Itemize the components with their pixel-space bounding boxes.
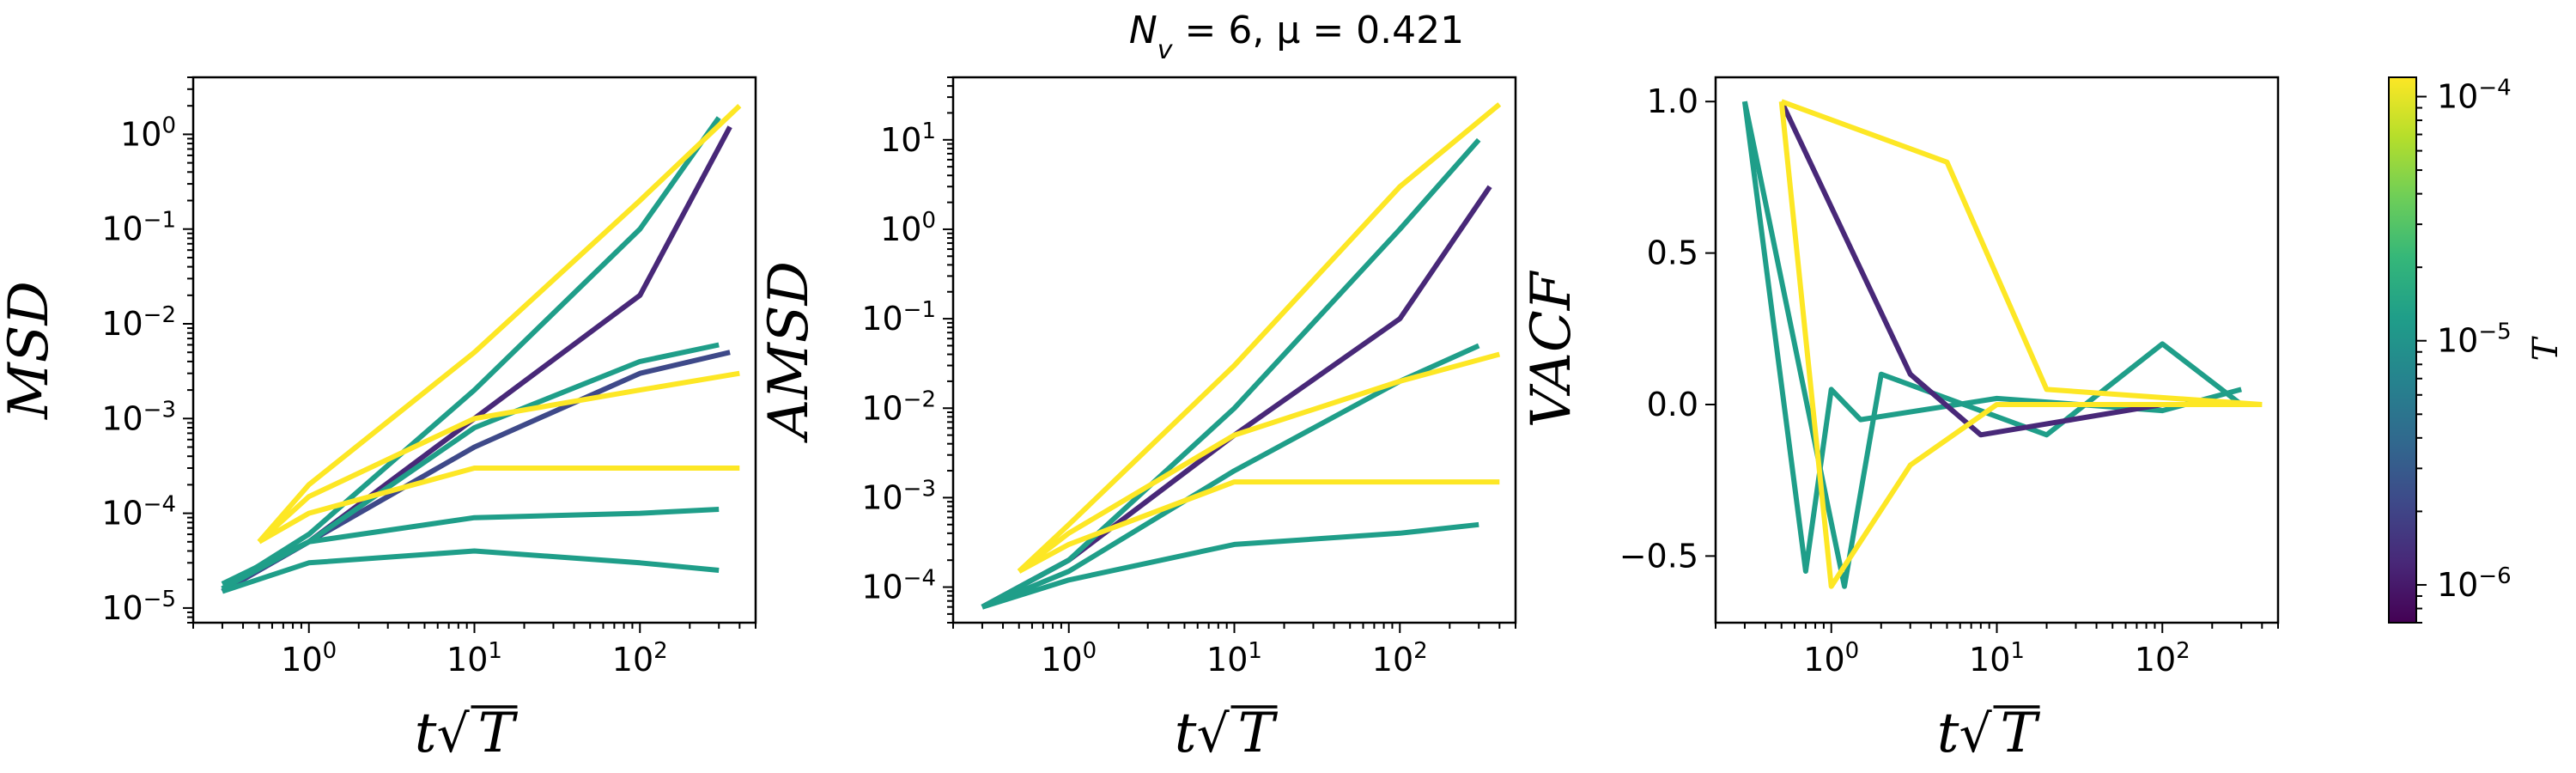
msd-y-tick-label-5: 100 (120, 113, 176, 153)
msd-series-6 (258, 466, 740, 545)
vacf-panel: 100 101 102 1.0 0.5 0.0 −0.5 VACF t √ T (1520, 76, 2280, 765)
vacf-series-group (1741, 99, 2263, 589)
amsd-y-axis-label: AMSD (757, 261, 821, 443)
amsd-y-tick-label-1: 10−3 (861, 476, 936, 516)
amsd-x-tick-label-2: 102 (1372, 638, 1428, 679)
amsd-series-2 (981, 343, 1480, 610)
msd-x-tick-label-2: 102 (612, 638, 668, 679)
svg-text:√: √ (437, 704, 471, 764)
msd-series-4 (221, 342, 720, 592)
svg-text:√: √ (1197, 704, 1230, 764)
amsd-y-tick-label-4: 100 (880, 208, 936, 248)
msd-series-8 (257, 104, 742, 544)
msd-y-axis-label: MSD (0, 281, 61, 420)
vacf-series-2 (1778, 100, 2253, 438)
msd-panel: 100 101 102 10−5 10−4 10−3 10−2 10−1 100 MSD t √ T (0, 76, 757, 765)
amsd-y-tick-label-0: 10−4 (861, 566, 936, 606)
vacf-y-tick-label-1: 0.5 (1647, 234, 1698, 272)
msd-series-2 (221, 548, 720, 594)
colorbar-tick-label-0: 10−4 (2437, 76, 2512, 116)
colorbar-tick-label-2: 10−6 (2437, 563, 2512, 604)
figure-title: Nv = 6, μ = 0.421 (1129, 9, 1464, 65)
amsd-y-tick-label-2: 10−2 (861, 386, 936, 427)
svg-text:T: T (1238, 702, 1279, 765)
amsd-x-tick-label-1: 101 (1206, 638, 1262, 679)
amsd-x-axis-label: t √ T (1175, 702, 1279, 765)
svg-text:t: t (1175, 702, 1197, 765)
amsd-y-tick-label-5: 101 (880, 119, 936, 159)
colorbar-tick-label-1: 10−5 (2437, 320, 2512, 360)
msd-x-axis-label: t √ T (415, 702, 519, 765)
vacf-x-tick-label-1: 101 (1969, 638, 2025, 679)
vacf-x-tick-label-2: 102 (2135, 638, 2190, 679)
vacf-series-3 (1778, 100, 2263, 589)
svg-text:t: t (1937, 702, 1959, 765)
title-n: N (1129, 9, 1157, 52)
amsd-series-6 (1017, 102, 1502, 574)
vacf-x-tick-label-0: 100 (1803, 638, 1859, 679)
title-rest: = 6, μ = 0.421 (1173, 9, 1465, 52)
amsd-series-group (981, 102, 1502, 610)
vacf-series-0 (1741, 100, 2242, 574)
vacf-series-4 (1780, 99, 2263, 407)
colorbar-gradient (2388, 76, 2417, 624)
svg-text:√: √ (1959, 704, 1993, 764)
amsd-panel: 100 101 102 10−4 10−3 10−2 10−1 100 101 AMSD t √ T (757, 76, 1517, 765)
msd-series-5 (221, 116, 721, 591)
svg-text:T: T (2001, 702, 2041, 765)
amsd-y-tick-label-3: 10−1 (861, 297, 936, 338)
vacf-y-tick-label-0: 1.0 (1647, 82, 1698, 120)
vacf-y-tick-label-2: 0.0 (1647, 386, 1698, 423)
msd-y-tick-label-3: 10−2 (101, 302, 176, 343)
msd-x-tick-label-1: 101 (447, 638, 502, 679)
temperature-colorbar: 10−4 10−5 10−6 T (2388, 76, 2566, 624)
msd-y-tick-label-1: 10−4 (101, 492, 176, 533)
svg-text:T: T (478, 702, 519, 765)
msd-y-tick-label-2: 10−3 (101, 397, 176, 437)
amsd-series-3 (981, 137, 1481, 610)
amsd-series-5 (1017, 351, 1501, 574)
vacf-y-tick-label-3: −0.5 (1619, 537, 1698, 575)
msd-series-7 (257, 370, 740, 545)
amsd-series-1 (981, 521, 1479, 610)
vacf-y-axis-label: VACF (1520, 270, 1583, 428)
vacf-x-axis-label: t √ T (1937, 702, 2041, 765)
msd-y-tick-label-0: 10−5 (101, 587, 176, 627)
msd-y-tick-label-4: 10−1 (101, 208, 176, 248)
msd-series-group (221, 104, 742, 594)
msd-x-tick-label-0: 100 (281, 638, 337, 679)
title-n-sub: v (1157, 35, 1174, 65)
vacf-series-1 (1741, 100, 2244, 589)
colorbar-label: T (2526, 335, 2566, 361)
amsd-series-4 (1018, 479, 1500, 574)
svg-text:t: t (415, 702, 437, 765)
amsd-x-tick-label-0: 100 (1041, 638, 1097, 679)
